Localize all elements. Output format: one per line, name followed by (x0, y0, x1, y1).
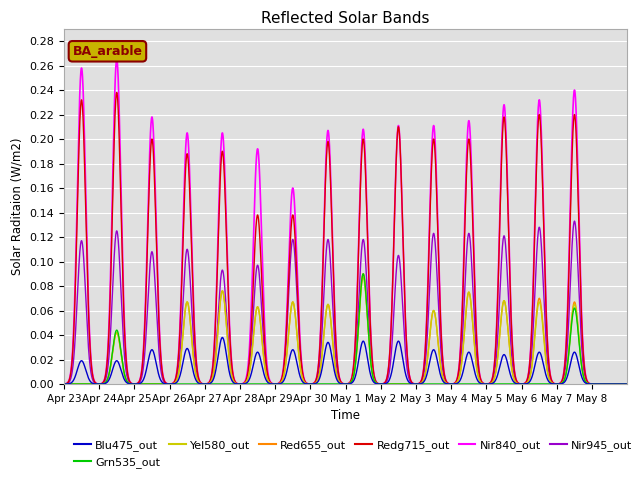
Nir945_out (623, 381, 631, 387)
Grn535_out (617, 381, 625, 387)
Blu475_out (175, 375, 183, 381)
Blu475_out (418, 381, 426, 386)
Legend: Blu475_out, Grn535_out, Yel580_out, Red655_out, Redg715_out, Nir840_out, Nir945_: Blu475_out, Grn535_out, Yel580_out, Red6… (70, 436, 637, 472)
Nir945_out (618, 381, 625, 387)
Red655_out (359, 271, 367, 276)
Redg715_out (504, 190, 511, 195)
Blu475_out (218, 335, 226, 340)
Red655_out (468, 307, 476, 312)
Red655_out (175, 367, 183, 372)
Red655_out (617, 381, 625, 387)
Nir840_out (623, 381, 631, 387)
Grn535_out (60, 381, 68, 387)
Nir945_out (468, 256, 476, 262)
Line: Redg715_out: Redg715_out (64, 93, 627, 384)
Yel580_out (623, 381, 631, 387)
Nir840_out (538, 128, 545, 134)
Nir945_out (588, 381, 596, 387)
Red655_out (623, 381, 631, 387)
Redg715_out (538, 141, 545, 147)
Yel580_out (504, 322, 511, 327)
Yel580_out (617, 381, 625, 387)
Grn535_out (418, 381, 426, 387)
Nir945_out (570, 218, 578, 224)
Redg715_out (113, 90, 120, 96)
Redg715_out (468, 183, 476, 189)
Nir840_out (618, 381, 625, 387)
Nir945_out (418, 378, 426, 384)
Redg715_out (618, 381, 625, 387)
Nir945_out (537, 239, 545, 244)
Redg715_out (175, 337, 183, 343)
Title: Reflected Solar Bands: Reflected Solar Bands (261, 11, 430, 26)
Line: Red655_out: Red655_out (64, 274, 627, 384)
Red655_out (538, 305, 545, 311)
Nir840_out (468, 168, 476, 174)
Blu475_out (618, 381, 625, 387)
Grn535_out (175, 381, 183, 387)
Y-axis label: Solar Raditaion (W/m2): Solar Raditaion (W/m2) (11, 138, 24, 275)
Line: Nir840_out: Nir840_out (64, 60, 627, 384)
Grn535_out (359, 271, 367, 276)
Yel580_out (359, 275, 367, 280)
Nir945_out (504, 271, 511, 277)
Yel580_out (418, 380, 426, 385)
Blu475_out (623, 381, 631, 387)
Red655_out (504, 322, 511, 327)
Yel580_out (60, 381, 68, 387)
Yel580_out (468, 307, 476, 312)
Grn535_out (623, 381, 631, 387)
Nir840_out (504, 181, 511, 187)
Grn535_out (468, 381, 476, 387)
Redg715_out (418, 376, 426, 382)
Redg715_out (588, 381, 596, 387)
Blu475_out (588, 381, 596, 387)
Nir840_out (60, 381, 68, 387)
Redg715_out (623, 381, 631, 387)
Red655_out (418, 380, 426, 385)
Grn535_out (538, 381, 545, 387)
X-axis label: Time: Time (331, 409, 360, 422)
Blu475_out (468, 355, 476, 361)
Red655_out (60, 381, 68, 387)
Redg715_out (60, 381, 68, 387)
Nir945_out (175, 358, 183, 363)
Line: Blu475_out: Blu475_out (64, 337, 627, 384)
Nir945_out (60, 381, 68, 387)
Blu475_out (538, 353, 545, 359)
Line: Grn535_out: Grn535_out (64, 274, 627, 384)
Blu475_out (504, 360, 511, 366)
Nir840_out (418, 376, 426, 382)
Nir840_out (588, 381, 596, 387)
Text: BA_arable: BA_arable (72, 45, 143, 58)
Grn535_out (504, 381, 511, 387)
Line: Yel580_out: Yel580_out (64, 277, 627, 384)
Line: Nir945_out: Nir945_out (64, 221, 627, 384)
Blu475_out (60, 381, 68, 387)
Yel580_out (175, 367, 183, 372)
Nir840_out (175, 333, 183, 339)
Nir840_out (113, 57, 120, 62)
Yel580_out (538, 308, 545, 314)
